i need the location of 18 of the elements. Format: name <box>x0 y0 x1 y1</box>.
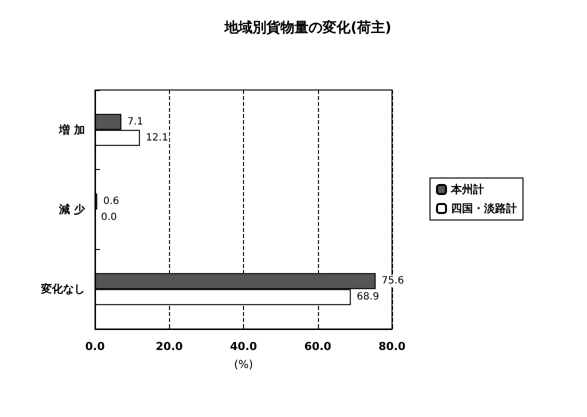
data-label: 7.1 <box>127 116 144 128</box>
legend-label: 四国・淡路計 <box>451 202 517 215</box>
x-tick-label: 0.0 <box>85 340 106 353</box>
x-tick-label: 40.0 <box>230 340 258 353</box>
data-label: 75.6 <box>382 276 404 287</box>
legend-label: 本州計 <box>450 183 484 196</box>
chart-title: 地域別貨物量の変化(荷主) <box>224 19 392 36</box>
x-axis-title: (%) <box>234 358 254 371</box>
y-tick-label: 減 少 <box>58 203 86 216</box>
data-label: 12.1 <box>146 132 168 144</box>
data-label: 0.6 <box>103 196 120 207</box>
x-tick-label: 60.0 <box>304 340 332 353</box>
data-label: 0.0 <box>101 212 117 223</box>
y-tick-label: 変化なし <box>40 282 85 296</box>
y-tick-label: 増 加 <box>58 123 85 136</box>
data-label: 68.9 <box>356 292 380 303</box>
x-tick-label: 20.0 <box>156 340 184 353</box>
x-tick-label: 80.0 <box>378 340 406 353</box>
